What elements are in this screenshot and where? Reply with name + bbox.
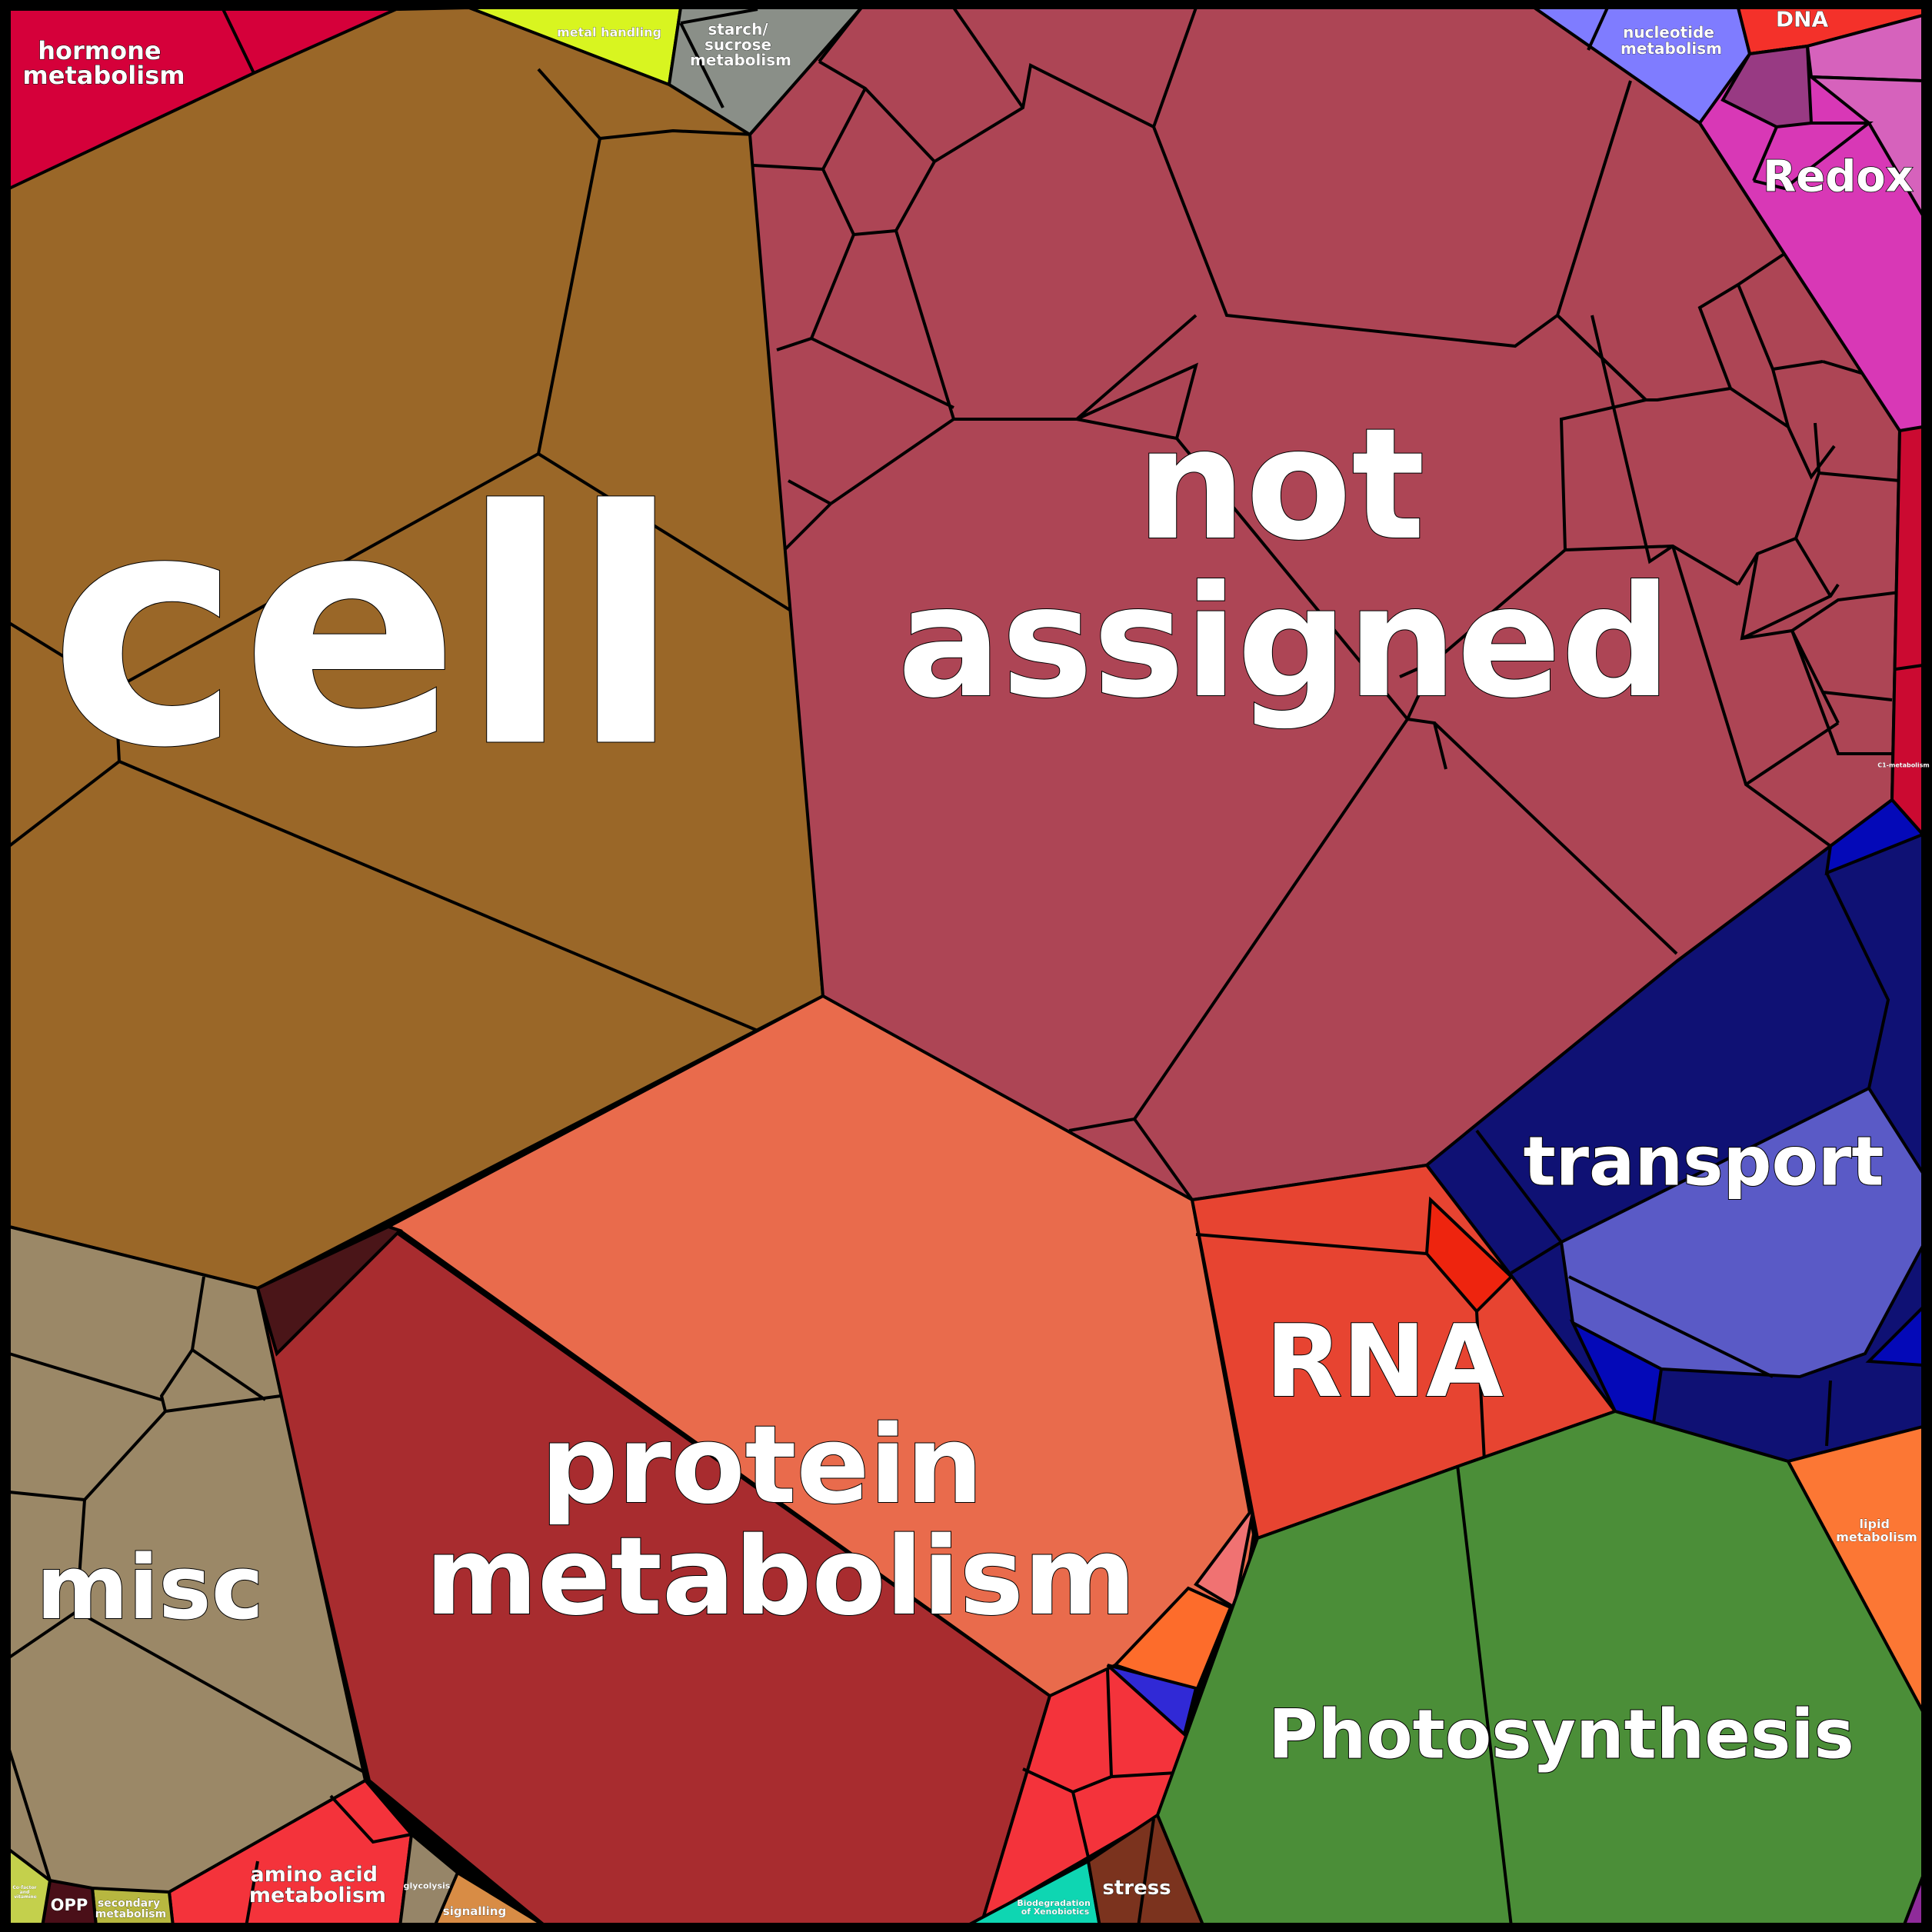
transport-label: transport xyxy=(1524,1122,1884,1201)
starch-sucrose-label: starch/ sucrose metabolism xyxy=(690,20,791,69)
misc-label: misc xyxy=(36,1537,264,1640)
not-assigned-label-line2: assigned xyxy=(898,553,1671,732)
cofactor-vitamine-label: Co-factor and vitamine xyxy=(12,1885,38,1900)
biodegradation-label: Biodegradation of Xenobiotics xyxy=(1017,1898,1093,1917)
photosynthesis-region[interactable] xyxy=(1156,1410,1924,1928)
hormone-metabolism-label: hormone metabolism xyxy=(22,36,185,90)
not-assigned-label-line1: not xyxy=(1136,395,1424,575)
redox-label: Redox xyxy=(1763,152,1914,202)
not-assigned-label: not assigned xyxy=(898,395,1671,732)
opp-label: OPP xyxy=(51,1896,88,1914)
protein-metabolism-label: protein metabolism xyxy=(425,1403,1136,1640)
stress-label: stress xyxy=(1102,1877,1171,1900)
secondary-metabolism-label: secondary metabolism xyxy=(95,1897,166,1920)
amino-acid-metabolism-label: amino acid metabolism xyxy=(249,1863,386,1907)
c1-metabolism-label: C1-metabolism xyxy=(1877,762,1930,769)
dna-label: DNA xyxy=(1776,7,1829,32)
stress-region[interactable] xyxy=(1087,1814,1205,1928)
glycolysis-label: glycolysis xyxy=(404,1881,451,1891)
lipid-metabolism-label: lipid metabolism xyxy=(1836,1517,1917,1544)
metal-handling-label: metal handling xyxy=(557,25,661,40)
photosynthesis-label: Photosynthesis xyxy=(1268,1695,1854,1774)
signalling-label: signalling xyxy=(443,1904,506,1918)
rna-label: RNA xyxy=(1265,1303,1504,1420)
redox-region[interactable] xyxy=(1698,13,1924,432)
nucleotide-metabolism-label: nucleotide metabolism xyxy=(1621,23,1722,58)
cell-label: cell xyxy=(49,443,681,819)
misc-region[interactable] xyxy=(8,1225,367,1894)
transport-region[interactable] xyxy=(1425,798,1926,1463)
protein-metabolism-region[interactable] xyxy=(255,994,1255,1928)
